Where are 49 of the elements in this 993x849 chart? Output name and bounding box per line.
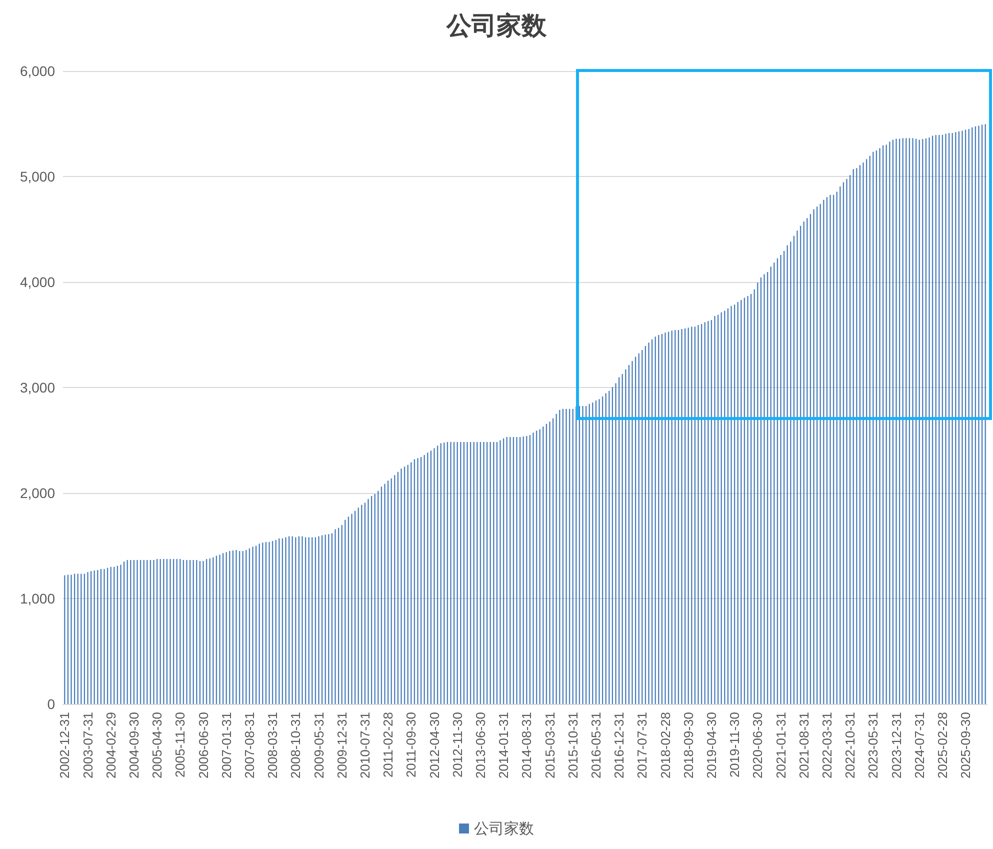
x-tick-label: 2005-04-30: [150, 712, 165, 778]
x-tick-label: 2009-12-31: [334, 712, 350, 778]
x-tick-label: 2023-12-31: [888, 712, 904, 778]
x-tick-label: 2013-06-30: [472, 712, 488, 778]
x-tick-label: 2020-06-30: [750, 712, 766, 778]
x-tick-label: 2021-01-31: [773, 712, 788, 778]
x-tick-label: 2003-07-31: [80, 712, 96, 778]
x-tick-label: 2010-07-31: [357, 712, 372, 778]
x-tick-label: 2015-03-31: [542, 712, 558, 778]
x-tick-label: 2008-10-31: [288, 712, 304, 778]
x-tick-label: 2022-03-31: [819, 712, 834, 778]
x-tick-label: 2004-09-30: [126, 712, 142, 778]
y-tick-label: 1,000: [20, 590, 56, 606]
x-tick-label: 2021-08-31: [796, 712, 812, 778]
y-tick-label: 6,000: [20, 63, 56, 79]
x-tick-label: 2016-05-31: [588, 712, 604, 778]
legend-label: 公司家数: [474, 820, 534, 838]
x-tick-label: 2011-09-30: [404, 712, 419, 778]
x-tick-label: 2002-12-31: [57, 712, 72, 778]
x-tick-label: 2015-10-31: [565, 712, 580, 778]
x-tick-label: 2014-01-31: [496, 712, 512, 778]
y-tick-label: 2,000: [20, 485, 56, 501]
x-tick-label: 2016-12-31: [612, 712, 627, 778]
x-tick-label: 2012-11-30: [450, 712, 465, 778]
x-tick-label: 2012-04-30: [426, 712, 442, 778]
y-tick-label: 5,000: [20, 168, 56, 184]
x-tick-label: 2008-03-31: [265, 712, 280, 778]
x-tick-label: 2007-08-31: [242, 712, 257, 778]
x-tick-label: 2014-08-31: [519, 712, 534, 778]
x-tick-label: 2006-06-30: [196, 712, 211, 778]
y-tick-label: 3,000: [20, 380, 56, 396]
y-tick-label: 4,000: [20, 274, 56, 290]
x-tick-label: 2025-02-28: [934, 712, 950, 778]
x-tick-label: 2018-02-28: [658, 712, 673, 778]
x-tick-label: 2009-05-31: [311, 712, 326, 778]
x-tick-label: 2007-01-31: [218, 712, 234, 778]
x-tick-label: 2004-02-29: [103, 712, 118, 778]
x-tick-label: 2011-02-28: [380, 712, 396, 778]
x-tick-label: 2023-05-31: [866, 712, 881, 778]
x-tick-label: 2019-11-30: [727, 712, 742, 778]
x-tick-label: 2024-07-31: [912, 712, 927, 778]
x-tick-label: 2005-11-30: [172, 712, 188, 778]
y-tick-label: 0: [47, 696, 56, 712]
x-tick-label: 2022-10-31: [842, 712, 858, 778]
x-tick-label: 2018-09-30: [680, 712, 696, 778]
chart-title: 公司家数: [446, 11, 548, 40]
x-tick-label: 2025-09-30: [958, 712, 974, 778]
x-tick-label: 2019-04-30: [704, 712, 719, 778]
x-tick-label: 2017-07-31: [634, 712, 650, 778]
